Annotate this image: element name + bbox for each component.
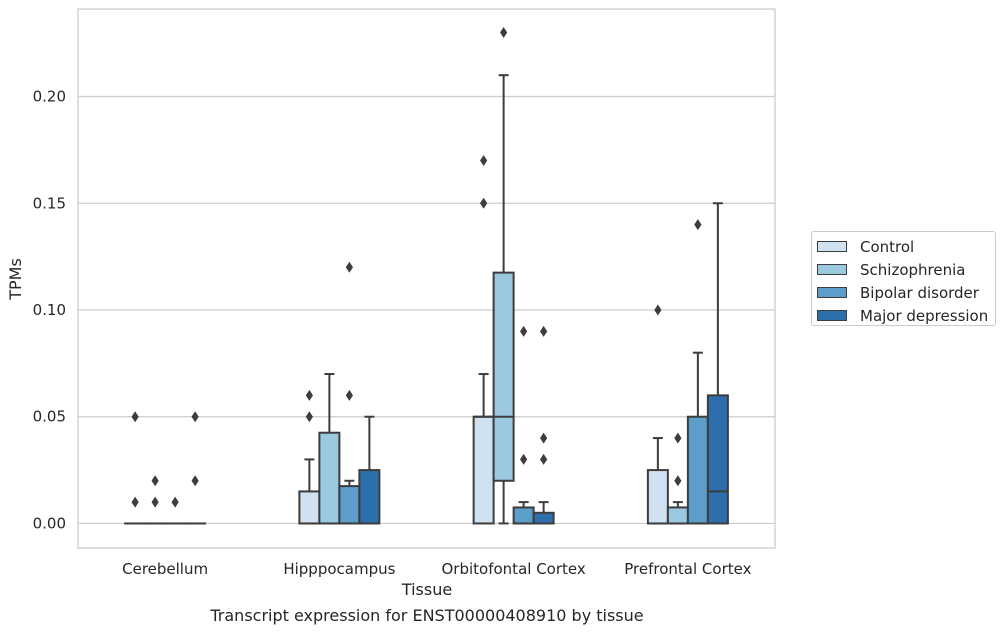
outlier-point xyxy=(151,475,159,487)
outlier-point xyxy=(131,411,139,423)
x-ticks: Cerebellum Hipppocampus Orbitofontal Corte… xyxy=(122,560,751,578)
plot-frame xyxy=(77,8,776,549)
x-axis-label: Tissue xyxy=(401,580,452,599)
box-group xyxy=(472,155,495,525)
box xyxy=(646,469,669,525)
box xyxy=(492,271,515,482)
box-group xyxy=(164,496,187,525)
y-tick-label: 0.20 xyxy=(33,88,66,106)
y-tick-label: 0.00 xyxy=(33,514,66,532)
box-group xyxy=(318,373,341,525)
outlier-point xyxy=(480,197,488,209)
box xyxy=(318,431,341,525)
box xyxy=(532,511,555,525)
outlier-point xyxy=(540,453,548,465)
x-tick-label: Orbitofontal Cortex xyxy=(442,560,586,578)
box-group xyxy=(686,219,709,525)
outlier-point xyxy=(540,432,548,444)
x-tick-label: Hipppocampus xyxy=(283,560,395,578)
legend-item: Bipolar disorder xyxy=(812,281,995,304)
outlier-point xyxy=(480,155,488,167)
legend-swatch xyxy=(817,287,847,298)
y-tick-label: 0.10 xyxy=(33,301,66,319)
figure-caption: Transcript expression for ENST0000040891… xyxy=(210,606,644,625)
outlier-point xyxy=(674,475,682,487)
legend-swatch xyxy=(817,310,847,321)
outlier-point xyxy=(305,389,313,401)
outlier-point xyxy=(151,496,159,508)
outlier-point xyxy=(131,496,139,508)
legend-label: Control xyxy=(860,237,915,256)
box-group xyxy=(358,415,381,525)
outlier-point xyxy=(520,453,528,465)
box-group xyxy=(492,26,515,525)
legend-item: Major depression xyxy=(812,304,995,327)
y-tick-label: 0.15 xyxy=(33,194,66,212)
outlier-point xyxy=(654,304,662,316)
box xyxy=(358,469,381,525)
legend-label: Schizophrenia xyxy=(860,260,966,279)
outlier-point xyxy=(345,261,353,273)
box xyxy=(298,490,321,525)
box-group xyxy=(706,202,729,525)
outlier-point xyxy=(500,26,508,38)
legend-item: Schizophrenia xyxy=(812,258,995,281)
box xyxy=(512,506,535,525)
box-group xyxy=(338,261,361,525)
box xyxy=(686,415,709,525)
outlier-point xyxy=(191,411,199,423)
legend: Control Schizophrenia Bipolar disorder Majo… xyxy=(811,231,996,326)
x-tick-label: Prefrontal Cortex xyxy=(624,560,751,578)
box-group xyxy=(512,325,535,525)
box xyxy=(666,506,689,525)
box-group xyxy=(144,475,167,525)
box-group xyxy=(646,304,669,525)
box-group xyxy=(124,411,147,525)
outlier-point xyxy=(694,219,702,231)
outlier-point xyxy=(191,475,199,487)
y-tick-label: 0.05 xyxy=(33,408,66,426)
legend-swatch xyxy=(817,264,847,275)
legend-swatch xyxy=(817,241,847,252)
legend-item: Control xyxy=(812,235,995,258)
outlier-point xyxy=(171,496,179,508)
box xyxy=(472,415,495,525)
box-group xyxy=(666,432,689,525)
legend-label: Bipolar disorder xyxy=(860,283,979,302)
box xyxy=(706,394,729,525)
outlier-point xyxy=(674,432,682,444)
box-group xyxy=(184,411,207,525)
outlier-point xyxy=(345,389,353,401)
box-group xyxy=(532,325,555,525)
outlier-point xyxy=(520,325,528,337)
y-ticks: 0.00 0.05 0.10 0.15 0.20 xyxy=(33,88,66,533)
boxes-layer xyxy=(124,26,729,525)
gridlines xyxy=(78,95,775,525)
y-axis-label: TPMs xyxy=(6,258,25,301)
x-tick-label: Cerebellum xyxy=(122,560,208,578)
box xyxy=(338,485,361,525)
outlier-point xyxy=(305,411,313,423)
box-group xyxy=(298,389,321,525)
legend-label: Major depression xyxy=(860,306,989,325)
outlier-point xyxy=(540,325,548,337)
